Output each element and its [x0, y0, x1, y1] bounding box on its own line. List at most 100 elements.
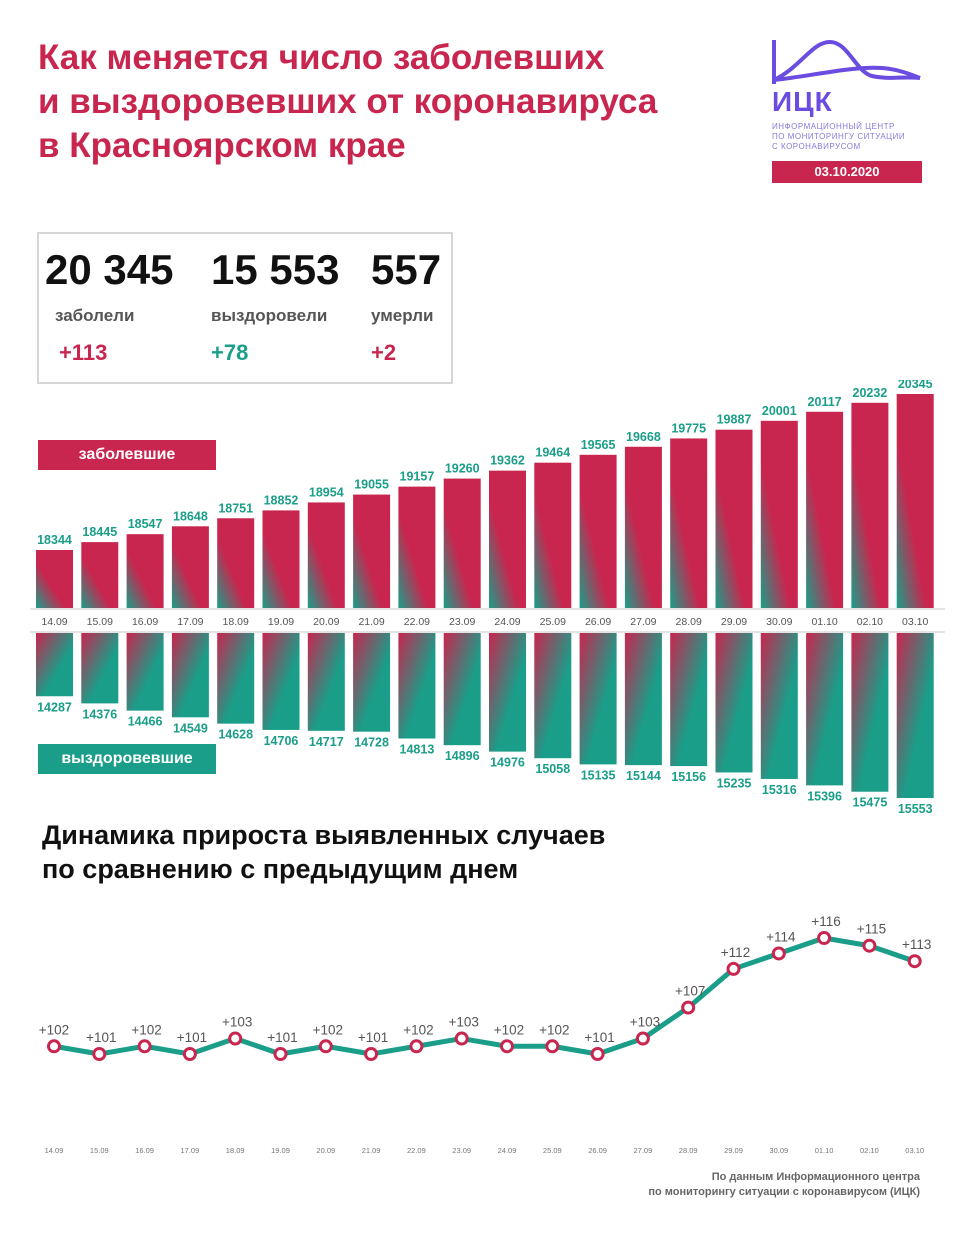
line-chart-title-line-1: Динамика прироста выявленных случаев	[42, 820, 606, 850]
line-point	[726, 961, 741, 976]
line-point-label: +101	[86, 1030, 116, 1045]
bar-date-label: 26.09	[585, 616, 611, 628]
bar-date-label: 21.09	[358, 616, 384, 628]
bar-cases	[36, 549, 73, 608]
stat-deaths-value: 557	[371, 246, 442, 293]
date-badge: 03.10.2020	[772, 161, 922, 183]
line-point	[862, 938, 877, 953]
bar-recovered	[896, 633, 934, 798]
bar-date-label: 15.09	[87, 616, 113, 628]
line-series	[53, 935, 916, 1057]
line-point-label: +102	[131, 1022, 161, 1037]
line-point	[182, 1047, 197, 1061]
bar-recovered	[624, 633, 662, 766]
line-point	[318, 1039, 333, 1054]
bar-cases	[398, 486, 436, 608]
bar-recovered-label: 14717	[309, 735, 344, 749]
bar-cases-label: 20117	[808, 395, 842, 409]
bar-recovered	[760, 633, 798, 779]
bar-recovered	[670, 633, 708, 767]
line-point-label: +107	[675, 984, 705, 999]
page-title: Как меняется число заболевших и выздоров…	[38, 36, 698, 168]
bar-cases	[489, 470, 526, 608]
title-line-1: Как меняется число заболевших	[38, 38, 605, 77]
stat-cases-value: 20 345	[45, 246, 174, 293]
line-date-label: 18.09	[226, 1146, 245, 1155]
bar-recovered	[534, 633, 572, 759]
bar-date-label: 17.09	[177, 616, 203, 628]
bar-cases-label: 20345	[898, 380, 933, 391]
bar-recovered-label: 14376	[82, 707, 117, 721]
bar-cases	[715, 429, 753, 608]
line-date-label: 17.09	[181, 1146, 200, 1155]
line-point-label: +102	[313, 1022, 343, 1037]
line-point-label: +102	[39, 1022, 69, 1037]
bar-date-label: 14.09	[41, 616, 67, 628]
bar-cases-label: 18954	[309, 485, 344, 499]
bar-cases	[624, 446, 662, 608]
bar-recovered	[806, 633, 844, 786]
bar-cases-label: 19775	[671, 421, 706, 435]
bar-recovered	[307, 633, 345, 731]
line-date-label: 27.09	[634, 1146, 653, 1155]
logo-sub-line-2: по мониторингу ситуации	[772, 132, 906, 141]
bar-recovered-label: 14628	[218, 728, 253, 742]
line-point	[137, 1039, 152, 1054]
bar-cases-label: 18852	[264, 493, 299, 507]
logo-name: ИЦК	[772, 86, 833, 117]
bar-recovered-label: 15475	[853, 796, 888, 810]
line-point-label: +115	[857, 922, 886, 937]
line-point-label: +102	[403, 1022, 433, 1037]
line-point	[47, 1039, 61, 1054]
line-point-label: +112	[721, 945, 750, 960]
bar-date-label: 23.09	[449, 616, 475, 628]
bar-recovered	[262, 633, 300, 730]
line-date-label: 24.09	[498, 1146, 517, 1155]
bar-recovered-label: 15553	[898, 802, 933, 816]
bar-chart: 18344 14287 14.09 18445 14376 15.09 18547 14466…	[30, 380, 945, 816]
line-chart-title: Динамика прироста выявленных случаев по …	[42, 818, 605, 886]
stat-cases-delta: +113	[59, 340, 108, 365]
bar-date-label: 25.09	[540, 616, 566, 628]
stat-cases-label: заболели	[55, 306, 135, 325]
bar-recovered	[126, 633, 164, 711]
bar-cases	[534, 462, 572, 608]
bar-recovered	[353, 633, 391, 732]
bar-recovered	[851, 633, 889, 792]
stat-recovered: 15 553 выздоровели +78	[211, 234, 340, 365]
title-line-2: и выздоровевших от коронавируса	[38, 82, 658, 121]
bar-recovered	[579, 633, 617, 765]
stat-recovered-label: выздоровели	[211, 306, 328, 325]
footer-line-1: По данным Информационного центра	[711, 1171, 920, 1183]
bar-cases-label: 19055	[354, 478, 389, 492]
bar-date-label: 24.09	[494, 616, 520, 628]
bar-cases-label: 19362	[490, 454, 525, 468]
line-date-label: 30.09	[769, 1146, 788, 1155]
bar-date-label: 29.09	[721, 616, 747, 628]
bar-cases-label: 20001	[762, 404, 797, 418]
stat-recovered-value: 15 553	[211, 246, 340, 293]
line-chart-title-line-2: по сравнению с предыдущим днем	[42, 854, 519, 884]
line-point	[92, 1047, 107, 1061]
line-date-label: 23.09	[452, 1146, 471, 1155]
bar-date-label: 27.09	[630, 616, 656, 628]
bar-cases	[217, 518, 255, 608]
line-date-label: 26.09	[588, 1146, 607, 1155]
logo-sub-line-1: Информационный центр	[772, 122, 895, 131]
line-point-label: +114	[766, 929, 796, 944]
bar-date-label: 28.09	[676, 616, 702, 628]
line-point	[635, 1031, 650, 1046]
line-point	[228, 1031, 243, 1046]
logo-wave-icon	[772, 39, 921, 84]
line-point	[273, 1047, 288, 1061]
bar-date-label: 30.09	[766, 616, 792, 628]
bar-cases-label: 18445	[82, 525, 117, 539]
line-point	[545, 1039, 560, 1054]
line-point-label: +103	[630, 1015, 660, 1030]
bar-recovered-label: 14813	[400, 743, 435, 757]
bar-cases	[579, 454, 617, 608]
bar-cases	[81, 542, 119, 608]
bar-cases	[307, 502, 345, 608]
line-point-label: +113	[902, 937, 931, 952]
bar-recovered-label: 14466	[128, 715, 163, 729]
